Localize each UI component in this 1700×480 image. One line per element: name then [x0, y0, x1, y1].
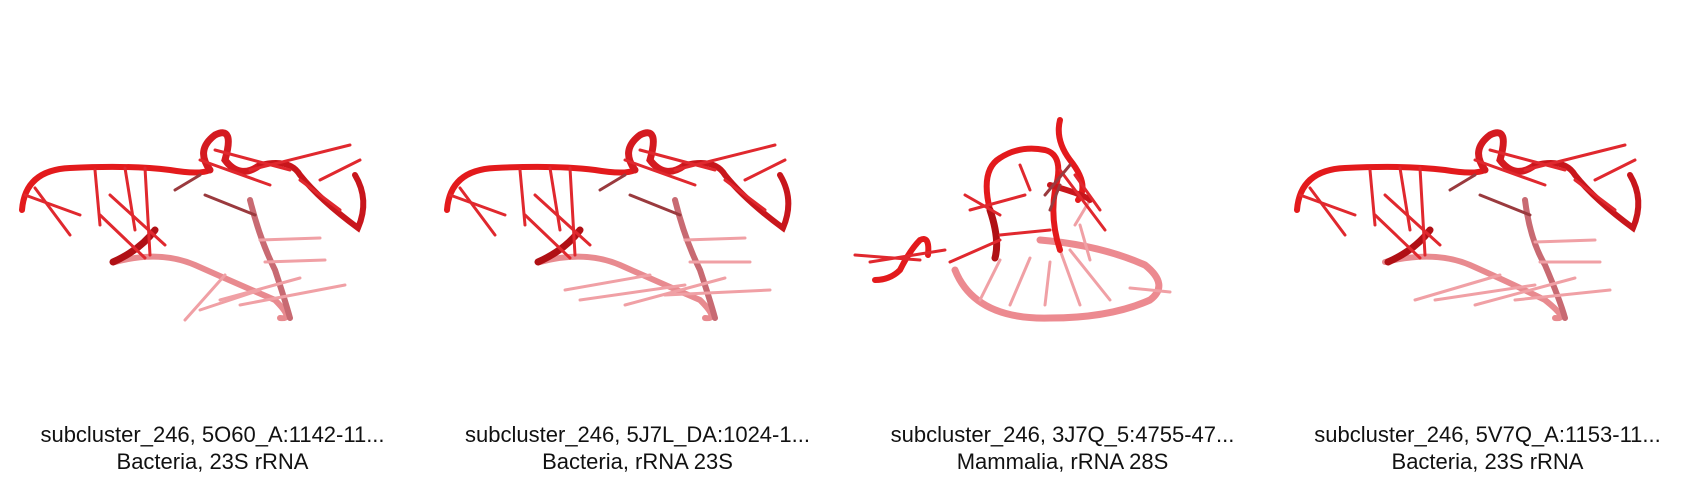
structure-title-3: subcluster_246, 3J7Q_5:4755-47... — [850, 422, 1275, 448]
rna-structure-image-4 — [1275, 0, 1700, 420]
structure-title-1: subcluster_246, 5O60_A:1142-11... — [0, 422, 425, 448]
structure-title-4: subcluster_246, 5V7Q_A:1153-11... — [1275, 422, 1700, 448]
structure-subtitle-1: Bacteria, 23S rRNA — [0, 449, 425, 475]
structure-subtitle-3: Mammalia, rRNA 28S — [850, 449, 1275, 475]
structure-panel-3: subcluster_246, 3J7Q_5:4755-47... Mammal… — [850, 0, 1275, 480]
structure-subtitle-4: Bacteria, 23S rRNA — [1275, 449, 1700, 475]
structure-panel-2: subcluster_246, 5J7L_DA:1024-1... Bacter… — [425, 0, 850, 480]
rna-structure-image-3 — [850, 0, 1275, 420]
structure-title-2: subcluster_246, 5J7L_DA:1024-1... — [425, 422, 850, 448]
rna-structure-image-2 — [425, 0, 850, 420]
structure-subtitle-2: Bacteria, rRNA 23S — [425, 449, 850, 475]
structure-panel-1: subcluster_246, 5O60_A:1142-11... Bacter… — [0, 0, 425, 480]
structure-panel-4: subcluster_246, 5V7Q_A:1153-11... Bacter… — [1275, 0, 1700, 480]
rna-structure-image-1 — [0, 0, 425, 420]
